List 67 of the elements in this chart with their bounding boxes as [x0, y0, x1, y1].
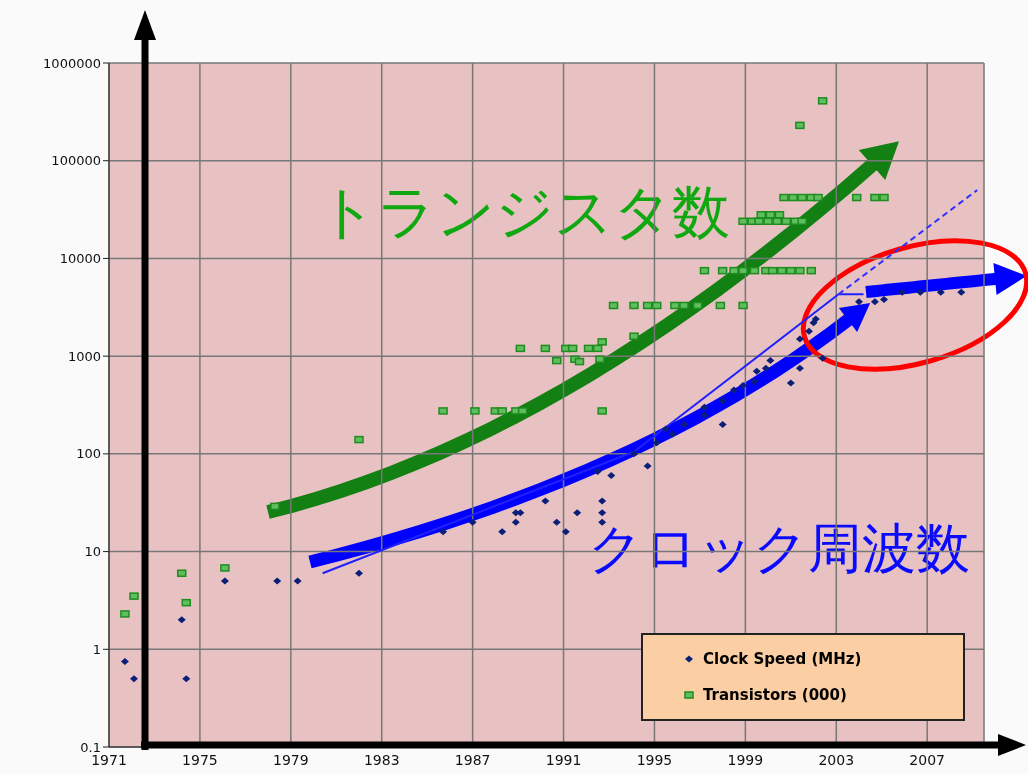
point [293, 577, 302, 585]
point [700, 411, 709, 419]
y-tick-label: 10000 [59, 251, 101, 267]
point [573, 509, 582, 517]
point [120, 657, 129, 665]
y-tick-label: 1000000 [43, 55, 101, 71]
point [177, 616, 186, 624]
point [593, 467, 602, 475]
point [607, 472, 616, 480]
x-tick-label: 2003 [818, 751, 855, 768]
point [598, 509, 607, 517]
point [718, 420, 727, 428]
point [752, 367, 761, 375]
point [511, 518, 520, 526]
point [220, 577, 229, 585]
point [870, 298, 879, 306]
point [643, 462, 652, 470]
x-tick-label: 1991 [545, 751, 582, 768]
x-tick-label: 1979 [273, 751, 309, 768]
point [355, 569, 363, 577]
point [761, 364, 770, 372]
y-tick-label: 1000 [67, 348, 101, 364]
point [652, 439, 661, 447]
point [130, 675, 138, 683]
y-tick-label: 1 [92, 641, 101, 657]
point [786, 379, 795, 387]
point [811, 315, 820, 323]
x-tick-label: 2007 [909, 751, 945, 768]
legend-label: Clock Speed (MHz) [703, 650, 862, 668]
point [182, 675, 191, 683]
annotation: トランジスタ数 [318, 178, 730, 246]
point [805, 327, 813, 335]
point [855, 298, 863, 306]
x-tick-label: 1987 [454, 751, 491, 768]
point [766, 357, 775, 365]
point [439, 528, 448, 536]
point [561, 528, 570, 536]
point [668, 430, 677, 438]
point [598, 497, 607, 505]
x-tick-label: 1975 [182, 751, 218, 768]
point [880, 295, 888, 303]
x-tick-label: 1999 [727, 751, 764, 768]
point [739, 382, 748, 390]
point [916, 288, 925, 296]
point [957, 288, 966, 296]
point [750, 378, 759, 386]
point [552, 518, 561, 526]
point [818, 354, 827, 362]
point [498, 528, 507, 536]
legend-label: Transistors (000) [703, 686, 847, 704]
x-tick-label: 1995 [636, 751, 673, 768]
point [718, 397, 727, 405]
point [630, 450, 638, 458]
point [598, 518, 607, 526]
y-tick-label: 100000 [51, 153, 101, 169]
point [273, 577, 282, 585]
point [700, 403, 709, 411]
point [936, 288, 945, 296]
point [680, 420, 688, 428]
x-tick-label: 1983 [363, 751, 400, 768]
point [795, 364, 804, 372]
y-tick-label: 10 [84, 544, 101, 560]
point [468, 518, 477, 526]
point [898, 288, 907, 296]
y-tick-label: 100 [76, 446, 101, 462]
point [661, 425, 670, 433]
point [541, 497, 550, 505]
